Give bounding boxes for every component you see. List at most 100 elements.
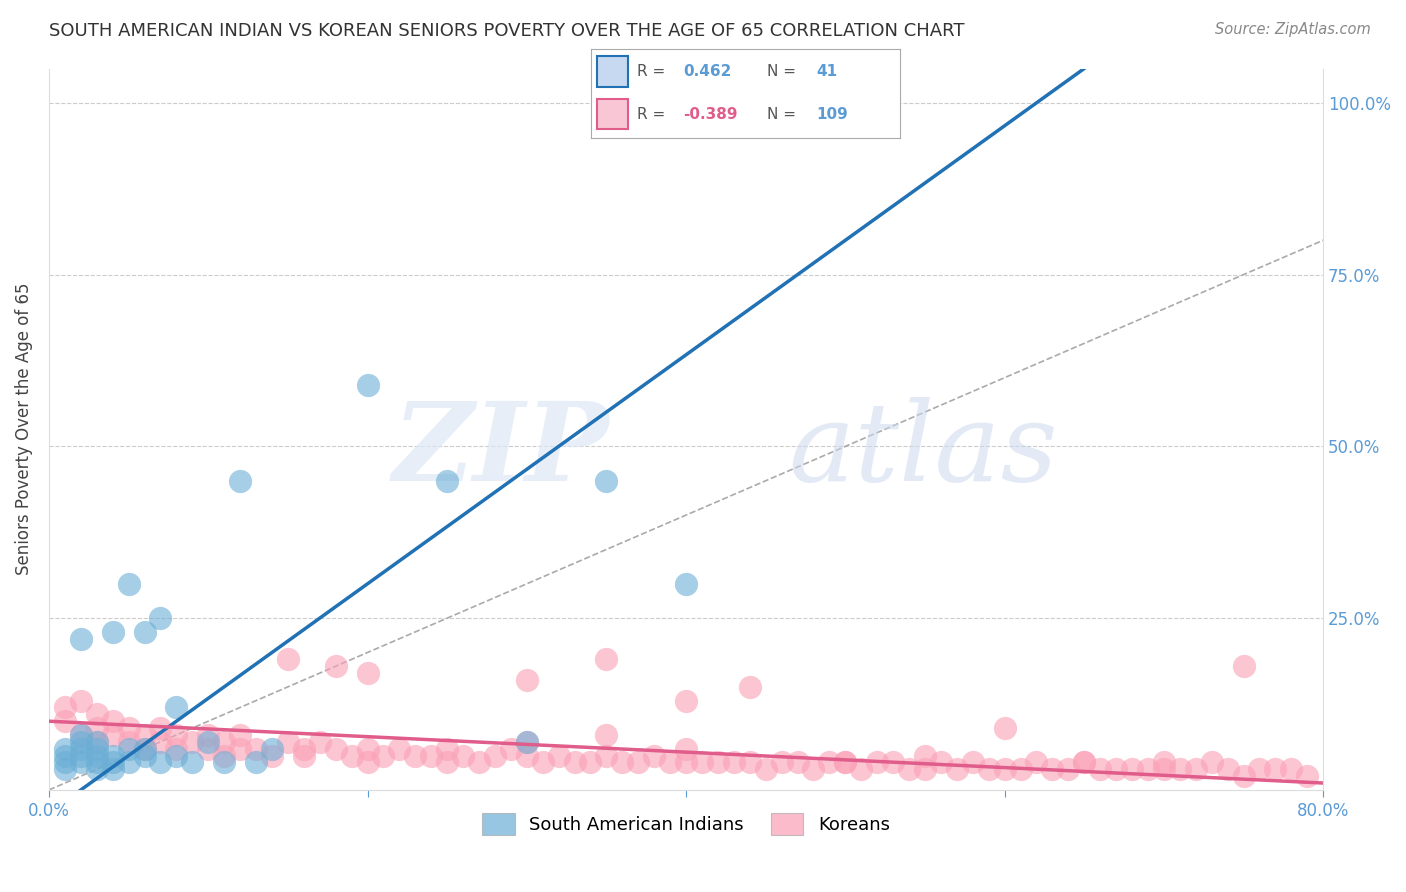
Point (595, 652, 617, 666)
Point (977, 762, 1000, 776)
Point (197, 741, 219, 756)
Point (707, 756, 730, 770)
Point (659, 756, 682, 770)
Point (117, 756, 139, 770)
Point (388, 741, 411, 756)
Point (117, 721, 139, 735)
Point (803, 762, 825, 776)
Point (994, 721, 1017, 735)
Point (914, 748, 936, 763)
Point (723, 756, 745, 770)
Point (149, 611, 172, 625)
Point (292, 741, 315, 756)
Text: SOUTH AMERICAN INDIAN VS KOREAN SENIORS POVERTY OVER THE AGE OF 65 CORRELATION C: SOUTH AMERICAN INDIAN VS KOREAN SENIORS … (49, 22, 965, 40)
Legend: South American Indians, Koreans: South American Indians, Koreans (482, 813, 890, 835)
Point (643, 748, 665, 763)
Text: ZIP: ZIP (394, 397, 610, 505)
Point (675, 693, 697, 707)
Text: R =: R = (637, 64, 665, 78)
Point (356, 741, 378, 756)
Point (1153, 762, 1175, 776)
FancyBboxPatch shape (596, 99, 627, 129)
Point (229, 728, 252, 742)
Point (260, 741, 283, 756)
Point (245, 756, 267, 770)
Point (866, 756, 889, 770)
Point (690, 756, 713, 770)
Point (1025, 756, 1047, 770)
Point (117, 735, 139, 749)
Point (86, 748, 108, 763)
Y-axis label: Seniors Poverty Over the Age of 65: Seniors Poverty Over the Age of 65 (15, 283, 32, 575)
Point (181, 756, 204, 770)
Point (373, 748, 395, 763)
Point (818, 756, 841, 770)
Text: 109: 109 (817, 107, 848, 121)
Point (946, 762, 969, 776)
Point (1232, 659, 1254, 673)
Point (117, 576, 139, 591)
Point (86, 721, 108, 735)
Point (914, 762, 936, 776)
Text: R =: R = (637, 107, 665, 121)
Point (738, 756, 761, 770)
Point (86, 762, 108, 776)
Point (436, 474, 458, 488)
Point (356, 666, 378, 681)
Point (929, 756, 952, 770)
Point (149, 756, 172, 770)
Text: atlas: atlas (787, 397, 1057, 505)
Point (86, 756, 108, 770)
Point (516, 673, 538, 687)
Point (516, 735, 538, 749)
Point (468, 756, 491, 770)
Point (595, 474, 617, 488)
Point (134, 741, 156, 756)
Point (69, 748, 91, 763)
Text: 41: 41 (817, 64, 838, 78)
Point (962, 756, 984, 770)
Point (516, 735, 538, 749)
Point (165, 700, 187, 714)
Point (292, 748, 315, 763)
Point (882, 756, 904, 770)
Point (1279, 762, 1302, 776)
Point (212, 748, 235, 763)
Point (277, 652, 299, 666)
Point (86, 735, 108, 749)
Point (134, 748, 156, 763)
Text: N =: N = (766, 107, 796, 121)
Point (994, 762, 1017, 776)
Point (53, 762, 76, 776)
Point (325, 741, 347, 756)
Point (101, 728, 124, 742)
Point (53, 700, 76, 714)
Point (86, 741, 108, 756)
Point (86, 707, 108, 722)
Point (149, 735, 172, 749)
Point (53, 714, 76, 729)
Point (53, 748, 76, 763)
Point (197, 735, 219, 749)
Point (69, 756, 91, 770)
Point (101, 714, 124, 729)
Point (101, 756, 124, 770)
Point (69, 693, 91, 707)
Point (165, 728, 187, 742)
Point (595, 748, 617, 763)
Point (436, 756, 458, 770)
Point (564, 756, 586, 770)
Point (1216, 762, 1239, 776)
Point (1040, 762, 1063, 776)
Point (834, 756, 856, 770)
Point (675, 756, 697, 770)
Point (260, 748, 283, 763)
Point (1296, 769, 1319, 783)
Point (101, 748, 124, 763)
Point (451, 748, 474, 763)
Point (1105, 762, 1128, 776)
Point (1201, 756, 1223, 770)
Point (738, 680, 761, 694)
Point (1010, 762, 1032, 776)
Point (898, 762, 921, 776)
